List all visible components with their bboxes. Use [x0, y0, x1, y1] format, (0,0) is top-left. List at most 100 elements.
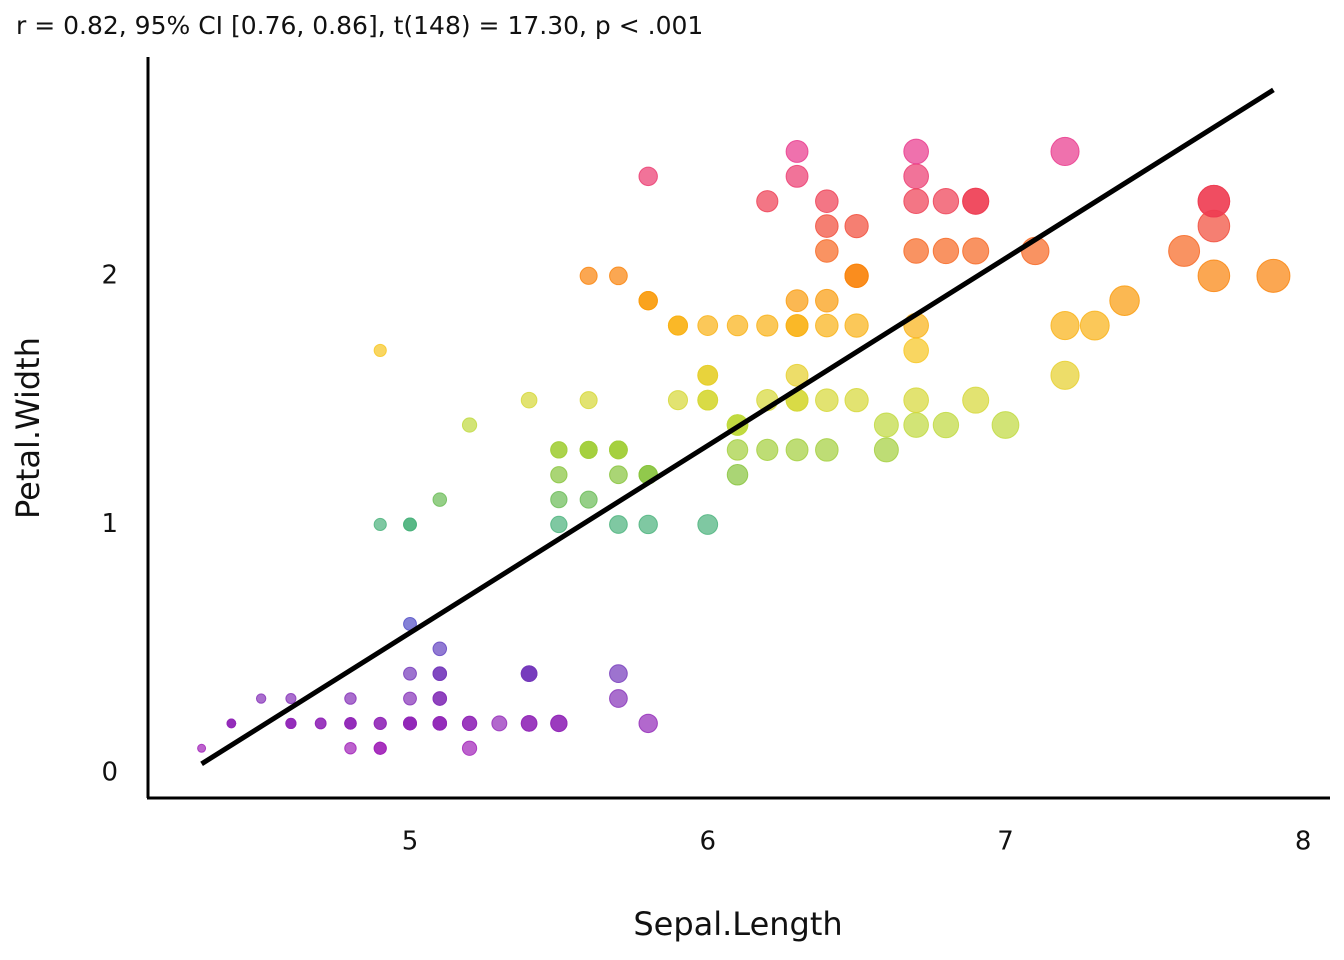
point — [667, 390, 689, 411]
point — [344, 692, 357, 705]
point — [373, 716, 387, 730]
point — [609, 664, 628, 684]
point — [756, 438, 779, 461]
point — [667, 315, 689, 336]
point — [726, 439, 749, 461]
point — [638, 290, 658, 311]
point — [373, 741, 387, 755]
point — [226, 718, 237, 729]
point — [579, 490, 598, 509]
point — [314, 717, 327, 730]
point — [638, 514, 658, 535]
point — [697, 514, 719, 535]
chart-subtitle: r = 0.82, 95% CI [0.76, 0.86], t(148) = … — [16, 11, 703, 40]
y-tick-label: 2 — [101, 260, 118, 290]
point — [550, 441, 568, 459]
point — [609, 440, 628, 460]
y-tick-label: 1 — [101, 509, 118, 539]
point — [844, 313, 869, 338]
point — [432, 492, 448, 507]
point — [403, 517, 417, 532]
point — [962, 187, 990, 215]
point — [520, 665, 538, 682]
point — [550, 490, 568, 509]
point — [461, 417, 478, 433]
point — [785, 140, 809, 163]
point — [815, 438, 839, 462]
point — [1197, 184, 1231, 218]
point — [756, 190, 779, 213]
point — [873, 437, 899, 463]
point — [491, 715, 508, 732]
point — [432, 716, 448, 731]
fit-line — [200, 87, 1275, 766]
point — [962, 237, 990, 265]
point — [638, 713, 658, 734]
point — [609, 689, 628, 708]
point — [932, 411, 960, 439]
point — [697, 389, 719, 411]
point — [461, 715, 478, 732]
point — [903, 188, 929, 215]
point — [815, 239, 839, 263]
point — [815, 313, 839, 338]
point — [1168, 234, 1201, 267]
point — [344, 717, 357, 730]
point — [903, 238, 929, 264]
point — [844, 388, 869, 413]
point — [432, 641, 448, 657]
point — [432, 691, 448, 706]
point — [255, 693, 267, 704]
point — [903, 387, 929, 413]
x-tick-label: 6 — [699, 827, 716, 857]
point — [785, 438, 809, 462]
point — [579, 391, 598, 410]
point — [550, 466, 568, 484]
point — [609, 266, 628, 286]
point — [697, 315, 719, 336]
point — [815, 388, 839, 412]
point — [1109, 285, 1140, 316]
point — [903, 163, 929, 190]
point — [432, 666, 448, 681]
x-tick-label: 5 — [402, 827, 419, 857]
x-axis-label: Sepal.Length — [633, 905, 842, 943]
point — [726, 463, 749, 486]
point — [873, 412, 899, 438]
point — [579, 266, 598, 285]
point — [638, 166, 658, 187]
point — [756, 314, 779, 337]
point — [461, 740, 478, 756]
point — [785, 314, 809, 337]
point — [903, 337, 929, 364]
point — [609, 515, 628, 534]
point — [1256, 258, 1291, 293]
point — [1050, 360, 1080, 390]
point — [403, 691, 417, 706]
point — [1197, 259, 1231, 293]
point — [550, 515, 568, 534]
point — [932, 237, 960, 265]
point — [403, 716, 417, 731]
point — [520, 391, 538, 409]
point — [373, 343, 387, 357]
point — [285, 692, 297, 705]
point — [815, 214, 839, 238]
point — [844, 213, 869, 239]
point — [903, 138, 929, 165]
x-tick-label: 8 — [1295, 827, 1312, 857]
point — [1050, 310, 1080, 341]
y-axis-label: Petal.Width — [9, 337, 47, 519]
point — [344, 742, 357, 755]
point — [844, 263, 869, 288]
point — [550, 714, 568, 733]
point — [903, 412, 929, 438]
point — [785, 289, 809, 313]
point — [726, 314, 749, 337]
point — [609, 465, 628, 485]
y-tick-label: 0 — [101, 758, 118, 788]
point — [991, 411, 1020, 439]
point — [785, 363, 809, 387]
point — [403, 666, 417, 681]
